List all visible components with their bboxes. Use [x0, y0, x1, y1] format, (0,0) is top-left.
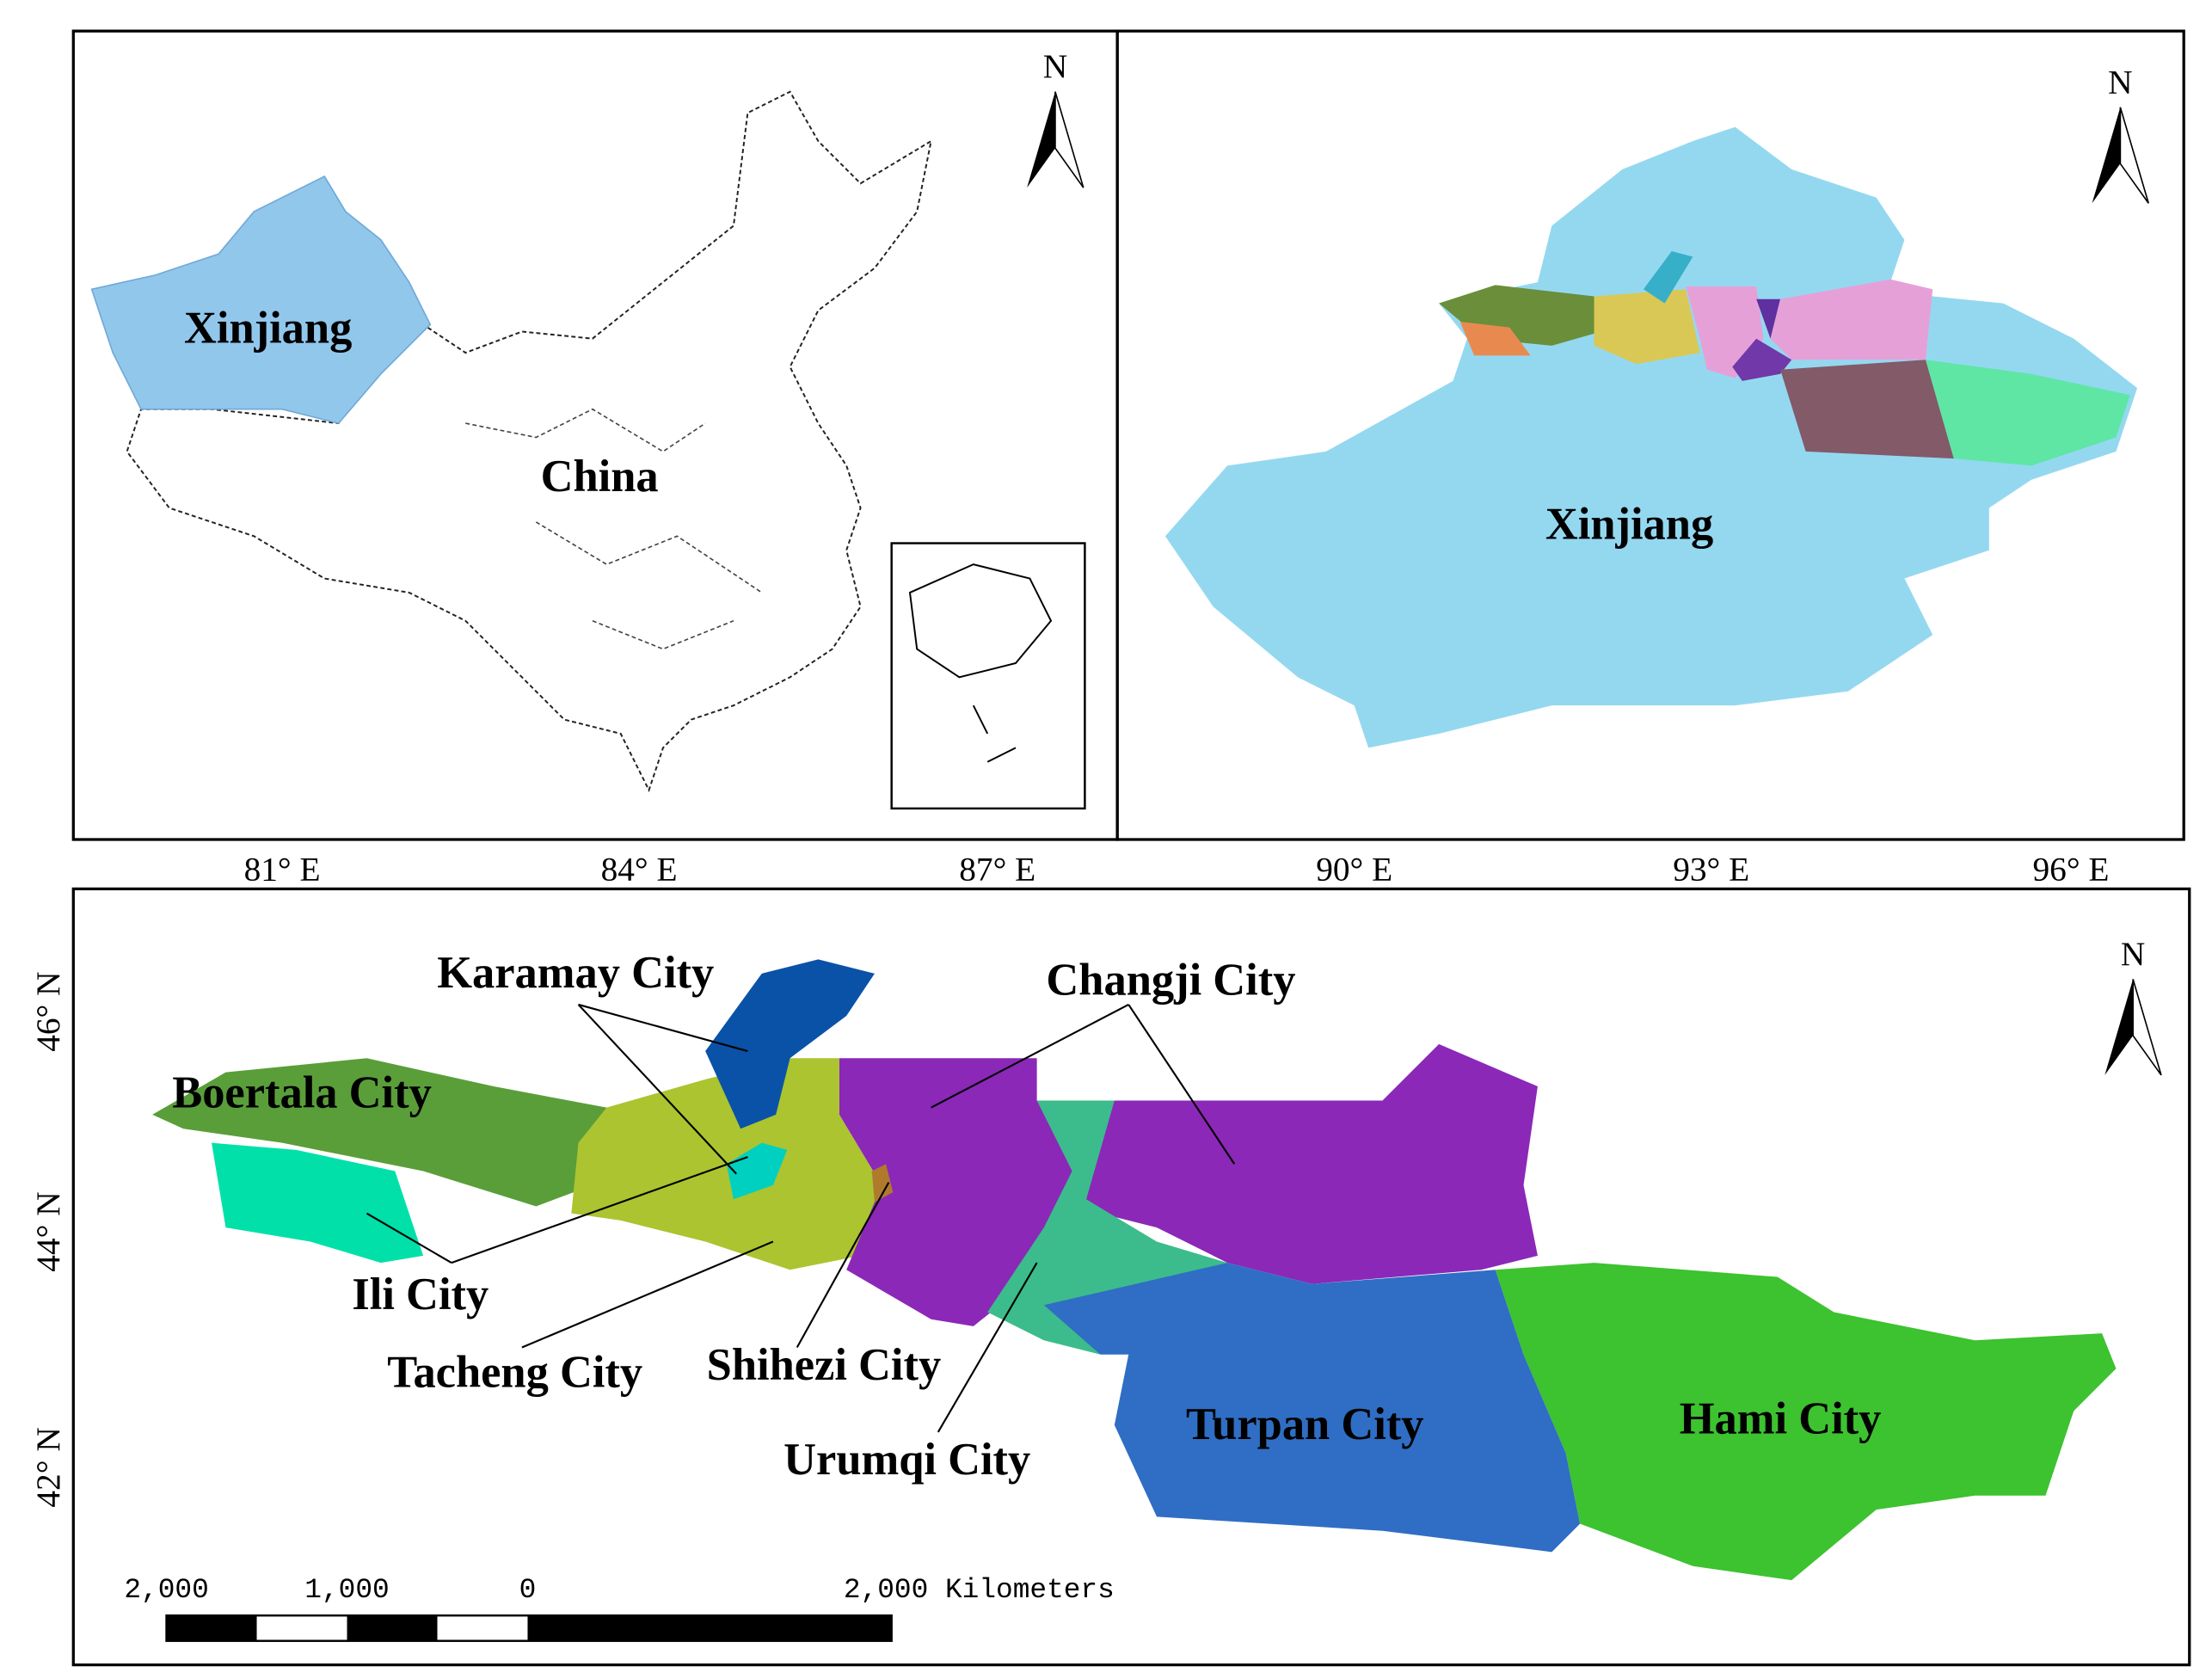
city-label: Karamay City [437, 948, 714, 998]
longitude-label: 84° E [601, 851, 678, 889]
city-region [1926, 360, 2130, 466]
xinjiang-panel [1115, 29, 2185, 841]
china-outline [126, 90, 933, 793]
latitude-label: 46° N [29, 971, 67, 1051]
turpan-region [1043, 1263, 1581, 1553]
region-label: Xinjiang [1545, 500, 1713, 550]
boertala-region [152, 1058, 607, 1207]
leader-line [521, 1240, 774, 1349]
leader-lines [366, 1003, 1236, 1433]
xinjiang-region [1164, 126, 2138, 748]
latitude-label: 44° N [29, 1191, 67, 1271]
scale-segment [166, 1615, 257, 1641]
city-label: Hami City [1680, 1394, 1882, 1444]
city-region [1594, 289, 1700, 365]
longitude-labels: 81° E 84° E 87° E 90° E 93° E 96° E [244, 851, 2110, 889]
karamay-region [705, 959, 875, 1129]
cities-panel [71, 887, 2191, 1667]
city-label: Tacheng City [387, 1347, 642, 1397]
scale-label: 2,000 Kilometers [844, 1574, 1115, 1606]
longitude-label: 81° E [244, 851, 321, 889]
scale-segment [347, 1615, 438, 1641]
north-arrow [1054, 91, 1084, 188]
scale-bar: 2,000 1,000 0 2,000 Kilometers [124, 1574, 1115, 1642]
inset-map [908, 563, 1053, 763]
china-panel [71, 29, 1119, 841]
north-label: N [2121, 935, 2145, 973]
north-arrow [2119, 107, 2149, 204]
leader-line [796, 1182, 890, 1349]
city-label: Shihezi City [707, 1340, 942, 1390]
north-arrow [2104, 979, 2134, 1075]
north-label: N [2108, 63, 2132, 101]
longitude-label: 87° E [959, 851, 1035, 889]
longitude-label: 90° E [1316, 851, 1392, 889]
country-label: China [541, 452, 659, 501]
city-label: Changji City [1046, 955, 1295, 1005]
north-arrow [1027, 91, 1055, 188]
longitude-label: 93° E [1673, 851, 1749, 889]
karamay-region [726, 1142, 788, 1200]
xinjiang-region [90, 175, 432, 425]
hami-region [1495, 1263, 2117, 1581]
city-region [1732, 338, 1792, 381]
longitude-label: 96° E [2032, 851, 2109, 889]
province-borders [465, 408, 763, 650]
shihezi-region [871, 1164, 894, 1202]
leader-line [366, 1156, 748, 1264]
north-arrow [2092, 107, 2121, 204]
city-region [1459, 322, 1531, 356]
scale-label: 1,000 [304, 1574, 389, 1606]
region-label: Xinjiang [184, 304, 352, 354]
ili-region [212, 1142, 424, 1264]
inset-box [890, 542, 1086, 810]
changji-region [839, 1043, 1538, 1326]
city-label: Turpan City [1186, 1399, 1424, 1449]
city-region [1780, 360, 1954, 459]
leader-line [937, 1262, 1038, 1433]
leader-line [577, 1003, 748, 1175]
latitude-label: 42° N [29, 1427, 67, 1507]
north-label: N [1043, 47, 1067, 85]
scale-label: 0 [519, 1574, 537, 1606]
scale-label: 2,000 [124, 1574, 208, 1606]
leader-line [931, 1003, 1236, 1165]
scale-segment [527, 1615, 892, 1641]
city-label: Urumqi City [783, 1435, 1030, 1485]
city-region [1643, 250, 1693, 304]
city-label: Ili City [352, 1270, 488, 1319]
latitude-labels: 46° N 44° N 42° N [29, 971, 67, 1507]
city-region [1756, 298, 1781, 339]
city-label: Boertala City [172, 1068, 432, 1118]
city-region [1770, 279, 1933, 360]
north-arrow [2132, 979, 2162, 1076]
